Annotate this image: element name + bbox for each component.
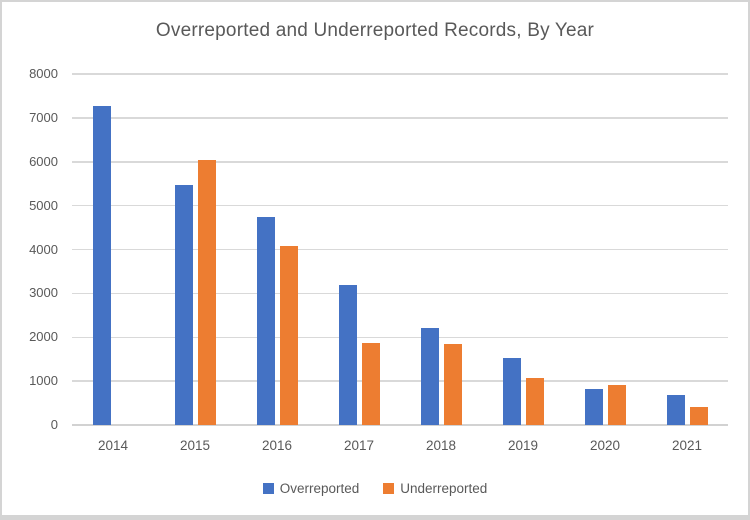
- y-tick-label: 6000: [29, 153, 58, 169]
- bar-overreported-2017: [338, 285, 357, 425]
- bar-underreported-2019: [525, 377, 544, 425]
- gridline: [72, 380, 728, 382]
- x-tick-label-2018: 2018: [425, 438, 457, 453]
- y-tick-label: 5000: [29, 197, 58, 213]
- bar-underreported-2015: [197, 160, 216, 425]
- x-tick-label-2021: 2021: [671, 438, 703, 453]
- x-axis-line: [72, 424, 728, 426]
- y-tick-label: 3000: [29, 285, 58, 301]
- bar-overreported-2020: [584, 388, 603, 425]
- bar-underreported-2017: [361, 342, 380, 425]
- gridline: [72, 73, 728, 75]
- bar-overreported-2016: [256, 216, 275, 425]
- x-tick-label-2015: 2015: [179, 438, 211, 453]
- bar-underreported-2016: [279, 245, 298, 425]
- legend-label-overreported: Overreported: [279, 481, 360, 496]
- bar-overreported-2019: [502, 358, 521, 425]
- y-tick-label: 4000: [29, 241, 58, 257]
- gridline: [72, 117, 728, 119]
- overreported-swatch-icon: [262, 483, 274, 494]
- underreported-swatch-icon: [383, 483, 395, 494]
- gridline: [72, 161, 728, 163]
- bar-overreported-2014: [92, 105, 111, 425]
- y-tick-label: 0: [50, 417, 58, 432]
- legend-item-overreported: Overreported: [262, 481, 360, 496]
- y-tick-label: 7000: [29, 109, 58, 125]
- bar-overreported-2018: [420, 328, 439, 425]
- x-tick-label-2019: 2019: [507, 438, 539, 453]
- legend-label-underreported: Underreported: [400, 481, 488, 496]
- bar-underreported-2021: [689, 406, 708, 425]
- y-tick-label: 8000: [29, 66, 58, 81]
- y-tick-label: 2000: [29, 329, 58, 345]
- y-tick-label: 1000: [29, 373, 58, 389]
- plot-area: [72, 73, 728, 426]
- legend: Overreported Underreported: [2, 481, 748, 496]
- bar-overreported-2015: [174, 184, 193, 425]
- gridline: [72, 292, 728, 295]
- gridline: [72, 336, 728, 338]
- legend-item-underreported: Underreported: [383, 481, 487, 496]
- chart-title: Overreported and Underreported Records, …: [155, 20, 595, 41]
- bar-overreported-2021: [666, 395, 685, 425]
- gridline: [72, 204, 728, 207]
- x-tick-label-2016: 2016: [261, 438, 293, 453]
- x-tick-label-2017: 2017: [343, 438, 375, 453]
- gridline: [72, 248, 728, 251]
- bar-underreported-2020: [607, 385, 626, 425]
- x-tick-label-2020: 2020: [589, 438, 621, 453]
- bar-underreported-2018: [443, 344, 462, 425]
- x-tick-label-2014: 2014: [97, 438, 129, 453]
